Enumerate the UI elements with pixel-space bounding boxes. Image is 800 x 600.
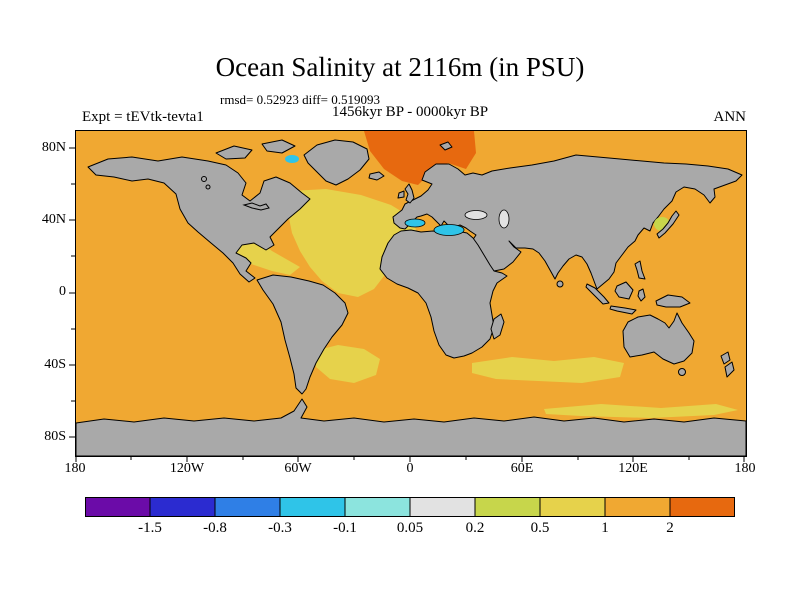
lake-great-slave [205, 184, 211, 190]
lake-great-bear [201, 176, 207, 182]
lon-tick-label-120w: 120W [169, 461, 205, 476]
sea-caspian [498, 209, 510, 229]
island-tasmania [678, 368, 686, 376]
colorbar-segment [474, 497, 541, 517]
sea-black [464, 210, 488, 220]
lat-tick-label-0: 0 [59, 284, 66, 299]
island-madagascar [490, 313, 505, 340]
experiment-label: Expt = tEVtk-tevta1 [82, 109, 204, 125]
colorbar-segment [279, 497, 346, 517]
patch-south-atlantic-yellow [314, 345, 380, 383]
continent-greenland [303, 139, 370, 186]
arctic-islands-canada-east [261, 139, 296, 154]
colorbar-tick-label: -0.1 [333, 520, 357, 536]
colorbar-segment [85, 497, 151, 517]
map-frame [75, 130, 747, 457]
arctic-islands-canada-west [215, 145, 253, 160]
island-iceland [368, 171, 385, 181]
colorbar-segment [539, 497, 606, 517]
continent-eurasia [392, 154, 743, 290]
island-ireland [397, 190, 405, 199]
anomaly-patches [224, 131, 738, 418]
period-label: 1456kyr BP - 0000kyr BP [331, 104, 489, 120]
colorbar-tick-label: 0.2 [465, 520, 485, 536]
continent-antarctica [76, 398, 746, 456]
lat-tick-label-40n: 40N [41, 212, 66, 227]
island-new-zealand-north [720, 351, 731, 365]
lake-great-lakes [242, 202, 270, 211]
figure-title: Ocean Salinity at 2116m (in PSU) [215, 52, 585, 82]
lon-tick-label-180e: 180 [734, 461, 756, 476]
colorbar-tick-label: -1.5 [138, 520, 162, 536]
marginal-seas [285, 155, 670, 236]
island-japan [656, 210, 680, 239]
continent-australia [622, 312, 695, 365]
left-axis-ticks [69, 147, 75, 438]
colorbar-tick-label: -0.8 [203, 520, 227, 536]
bottom-axis-ticks [75, 456, 745, 462]
lat-tick-label-40s: 40S [44, 357, 66, 372]
world-map-svg [76, 131, 746, 456]
colorbar-tick-label: 1 [601, 520, 609, 536]
colorbar-tick-label: 0.5 [530, 520, 550, 536]
season-label: ANN [713, 109, 747, 125]
colorbar-segment [214, 497, 281, 517]
continent-south-america [256, 274, 349, 395]
patch-gulf-caribbean-yellow [224, 239, 300, 275]
colorbar-segment [669, 497, 735, 517]
lon-tick-label-0: 0 [406, 461, 414, 476]
island-great-britain [404, 183, 415, 204]
island-borneo [614, 281, 634, 300]
lon-tick-label-60e: 60E [510, 461, 534, 476]
continents [76, 139, 746, 456]
sea-baffin-bay-spot [285, 155, 299, 163]
island-java [609, 305, 637, 315]
island-new-zealand-south [724, 361, 735, 378]
sea-mediterranean-east [433, 224, 465, 236]
colorbar-segment [344, 497, 411, 517]
lakes [201, 176, 270, 211]
island-philippines [634, 260, 646, 280]
colorbar-segment [409, 497, 476, 517]
island-sri-lanka [556, 280, 564, 288]
colorbar [85, 497, 735, 517]
island-sulawesi [637, 288, 646, 302]
lon-tick-label-120e: 120E [618, 461, 648, 476]
island-new-guinea [655, 294, 691, 308]
colorbar-segment [149, 497, 216, 517]
rmsd-diff-stats: rmsd= 0.52923 diff= 0.519093 [220, 92, 380, 107]
islands [368, 141, 735, 378]
sea-mediterranean-west [404, 218, 426, 228]
colorbar-tick-label: 2 [666, 520, 674, 536]
continent-north-america [87, 156, 311, 283]
lon-tick-label-180w: 180 [64, 461, 86, 476]
lon-tick-label-60w: 60W [284, 461, 312, 476]
patch-south-indian-yellow [472, 357, 624, 383]
colorbar-tick-label: 0.05 [396, 520, 424, 536]
patch-antarctic-coast-yellow [544, 404, 738, 418]
colorbar-segment [604, 497, 671, 517]
lat-tick-label-80s: 80S [44, 429, 66, 444]
colorbar-tick-label: -0.3 [268, 520, 292, 536]
island-sumatra [585, 283, 610, 305]
lat-tick-label-80n: 80N [41, 140, 66, 155]
island-svalbard [439, 141, 453, 151]
